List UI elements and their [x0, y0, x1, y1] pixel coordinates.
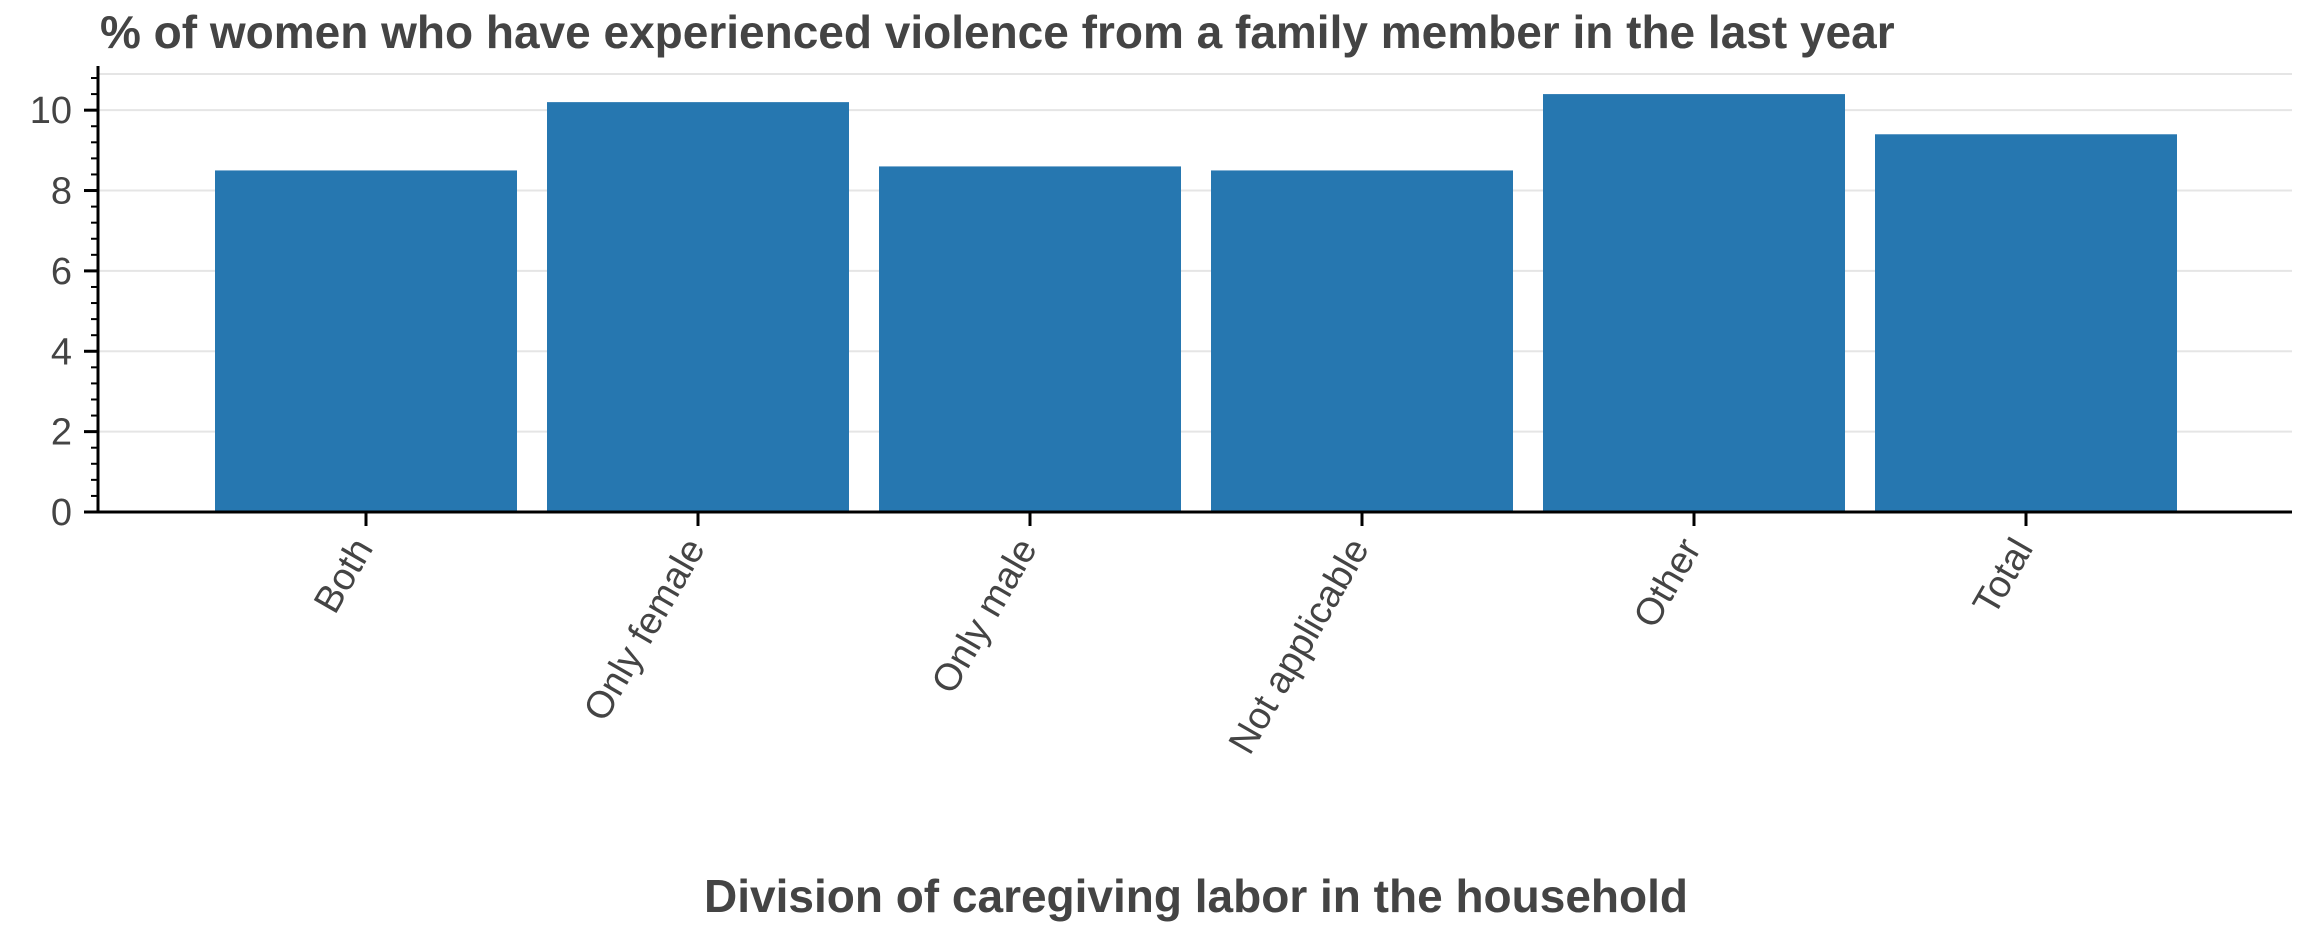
y-tick-label: 6	[51, 251, 72, 293]
x-tick-label: Only male	[924, 532, 1046, 701]
x-axis: Both Only female Only male Not applicable Ot…	[98, 510, 2292, 762]
y-tick-label: 0	[51, 492, 72, 534]
bar-only-female	[547, 102, 849, 512]
y-tick-label: 8	[51, 171, 72, 213]
y-tick-label: 2	[51, 412, 72, 454]
chart-title: % of women who have experienced violence…	[100, 6, 1895, 58]
bar-other	[1543, 94, 1845, 513]
bars	[215, 94, 2177, 513]
bar-total	[1875, 134, 2177, 513]
x-tick-label: Other	[1626, 531, 1710, 635]
y-axis: 0 2 4 6 8 10	[30, 66, 100, 534]
x-axis-title: Division of caregiving labor in the hous…	[704, 870, 1688, 922]
y-tick-label: 4	[51, 331, 72, 373]
x-tick-label: Not applicable	[1221, 532, 1378, 762]
y-tick-label: 10	[30, 90, 72, 132]
x-tick-label: Only female	[576, 532, 714, 729]
x-tick-label: Total	[1965, 532, 2042, 623]
bar-both	[215, 170, 517, 512]
x-tick-label: Both	[306, 532, 381, 621]
bar-only-male	[879, 166, 1181, 513]
bar-not-applicable	[1211, 170, 1513, 512]
